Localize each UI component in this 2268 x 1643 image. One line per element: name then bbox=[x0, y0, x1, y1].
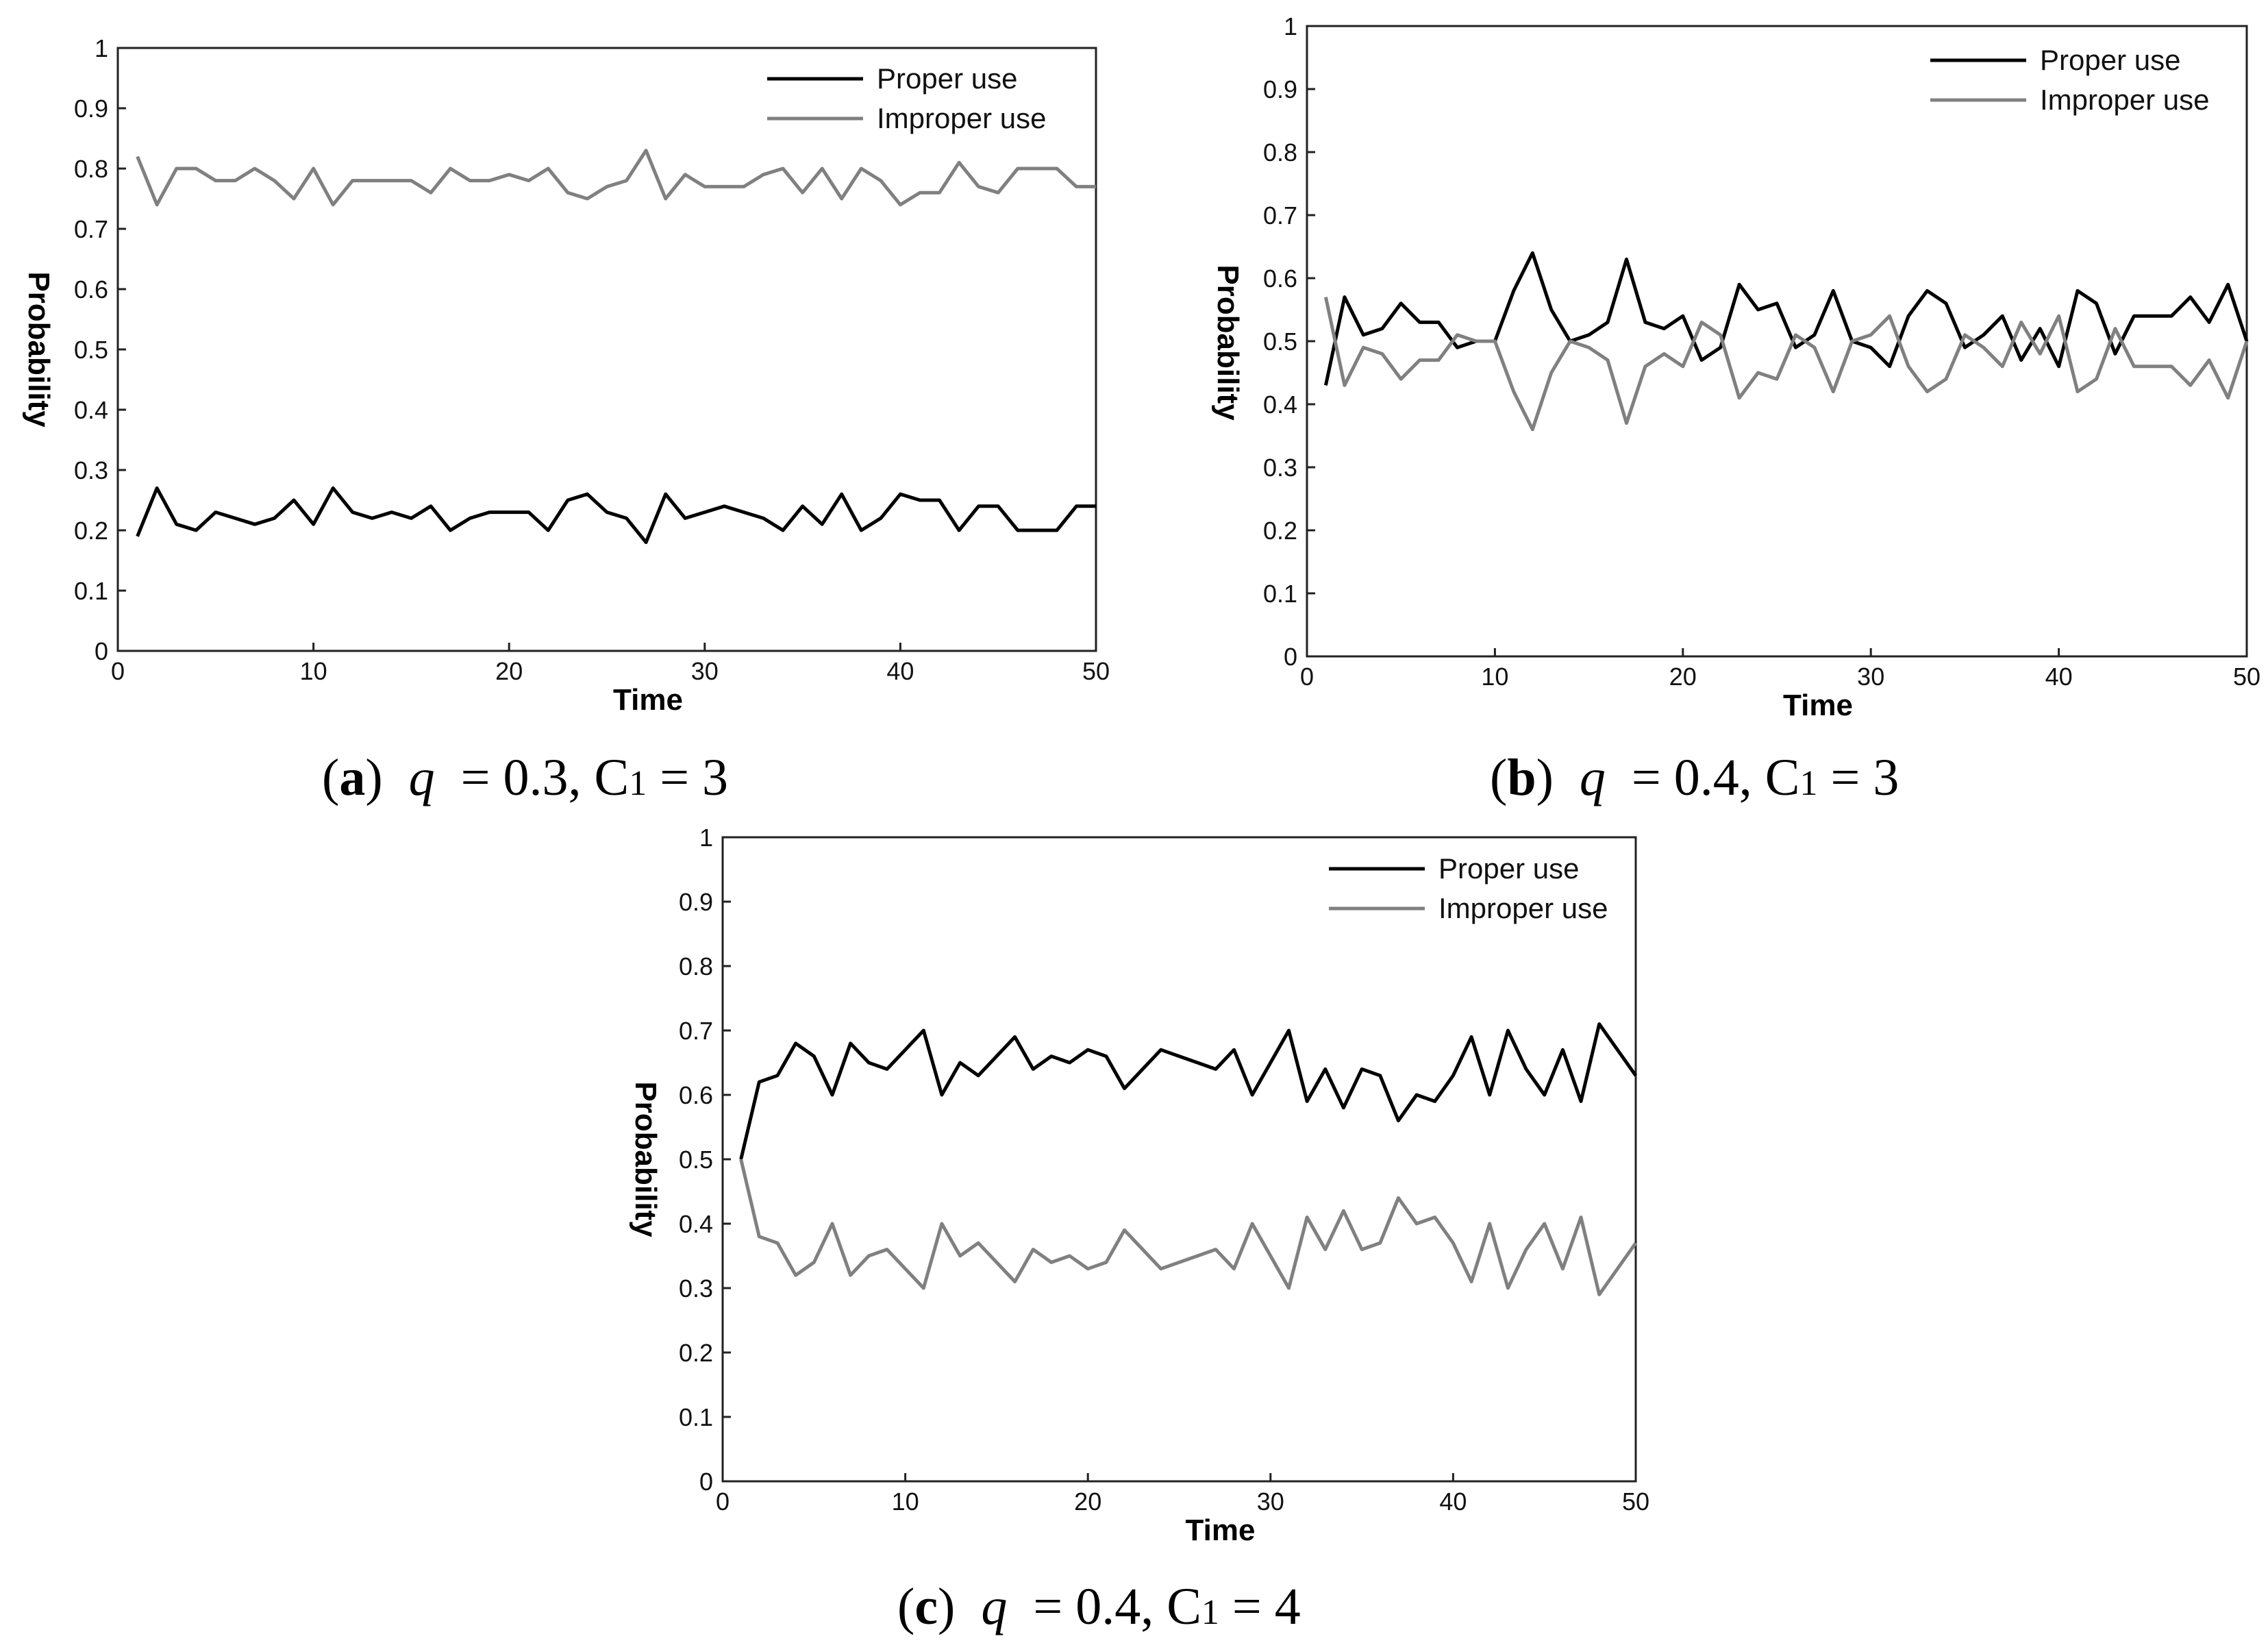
y-tick-label: 0.8 bbox=[679, 952, 713, 980]
x-tick-label: 50 bbox=[1622, 1487, 1649, 1516]
y-tick-label: 0.1 bbox=[679, 1403, 713, 1431]
legend-label: Proper use bbox=[877, 62, 1017, 95]
x-tick-label: 0 bbox=[111, 657, 125, 685]
plot-frame bbox=[1306, 25, 2248, 658]
y-tick-label: 0.9 bbox=[679, 888, 713, 916]
y-axis-title: Probability bbox=[1211, 264, 1245, 421]
y-tick-label: 0 bbox=[699, 1468, 713, 1496]
panel-caption: (a) q = 0.3, C1 = 3 bbox=[322, 749, 728, 806]
x-tick-label: 20 bbox=[1074, 1487, 1101, 1516]
y-tick-label: 0.1 bbox=[1263, 580, 1297, 608]
x-axis-title: Time bbox=[1783, 689, 1853, 722]
panel-caption: (b) q = 0.4, C1 = 3 bbox=[1490, 749, 1899, 806]
x-tick-label: 40 bbox=[1439, 1487, 1467, 1516]
x-tick-label: 50 bbox=[1082, 657, 1110, 685]
y-tick-label: 0.4 bbox=[74, 396, 108, 424]
x-tick-label: 10 bbox=[892, 1487, 919, 1516]
y-tick-label: 0.9 bbox=[1263, 75, 1297, 103]
series-line-proper-use bbox=[739, 1022, 1638, 1160]
x-tick-label: 0 bbox=[716, 1487, 730, 1516]
series-line-improper-use bbox=[739, 1159, 1638, 1296]
x-tick-label: 50 bbox=[2233, 663, 2260, 691]
y-tick-label: 1 bbox=[699, 824, 713, 852]
y-tick-label: 0.9 bbox=[74, 95, 108, 123]
y-tick-label: 0.4 bbox=[679, 1210, 713, 1238]
series-line-proper-use bbox=[1323, 251, 2249, 386]
x-axis-title: Time bbox=[613, 683, 683, 717]
plot-frame bbox=[116, 47, 1097, 652]
panel-caption: (c) q = 0.4, C1 = 4 bbox=[897, 1578, 1301, 1635]
legend-label: Improper use bbox=[2040, 84, 2209, 116]
y-tick-label: 0.8 bbox=[1263, 138, 1297, 166]
chart-panel-a: 00.10.20.30.40.50.60.70.80.910 10 20 30 40 50… bbox=[22, 34, 1110, 806]
y-tick-label: 0.5 bbox=[679, 1146, 713, 1174]
series-line-improper-use bbox=[136, 149, 1096, 207]
x-tick-label: 20 bbox=[495, 657, 523, 685]
legend-label: Proper use bbox=[1438, 852, 1579, 885]
y-tick-label: 1 bbox=[95, 34, 108, 62]
y-tick-label: 0 bbox=[95, 637, 108, 665]
y-tick-label: 0.8 bbox=[74, 155, 108, 183]
y-tick-label: 0.5 bbox=[74, 336, 108, 364]
y-tick-label: 1 bbox=[1284, 12, 1297, 40]
y-tick-label: 0.3 bbox=[1263, 454, 1297, 482]
x-tick-label: 30 bbox=[1857, 663, 1884, 691]
y-tick-label: 0.6 bbox=[679, 1081, 713, 1109]
x-tick-label: 40 bbox=[886, 657, 914, 685]
x-tick-label: 40 bbox=[2045, 663, 2073, 691]
y-tick-label: 0.7 bbox=[1263, 201, 1297, 230]
y-tick-label: 0.2 bbox=[1263, 517, 1297, 545]
y-tick-label: 0 bbox=[1284, 643, 1297, 671]
series-line-improper-use bbox=[1323, 297, 2249, 432]
chart-panel-b: 00.10.20.30.40.50.60.70.80.910 10 20 30 40 50… bbox=[1211, 12, 2260, 806]
x-tick-label: 30 bbox=[1257, 1487, 1284, 1516]
y-tick-label: 0.7 bbox=[74, 215, 108, 243]
y-tick-label: 0.3 bbox=[679, 1274, 713, 1302]
x-axis-title: Time bbox=[1186, 1514, 1256, 1547]
y-tick-label: 0.7 bbox=[679, 1017, 713, 1045]
y-tick-label: 0.3 bbox=[74, 456, 108, 484]
x-tick-label: 10 bbox=[1481, 663, 1508, 691]
y-tick-label: 0.6 bbox=[74, 275, 108, 304]
y-tick-label: 0.1 bbox=[74, 577, 108, 605]
plot-frame bbox=[721, 836, 1637, 1483]
x-tick-label: 10 bbox=[300, 657, 327, 685]
chart-panel-c: 00.10.20.30.40.50.60.70.80.910 10 20 30 40 50… bbox=[629, 824, 1649, 1635]
legend-label: Improper use bbox=[1438, 892, 1608, 924]
y-axis-title: Probability bbox=[629, 1081, 662, 1237]
y-tick-label: 0.6 bbox=[1263, 264, 1297, 293]
y-axis-title: Probability bbox=[22, 271, 55, 428]
x-tick-label: 30 bbox=[691, 657, 719, 685]
y-tick-label: 0.4 bbox=[1263, 391, 1297, 419]
y-tick-label: 0.5 bbox=[1263, 328, 1297, 356]
legend-label: Proper use bbox=[2040, 44, 2180, 76]
legend-label: Improper use bbox=[877, 102, 1046, 134]
series-line-proper-use bbox=[136, 486, 1096, 545]
x-tick-label: 0 bbox=[1300, 663, 1314, 691]
y-tick-label: 0.2 bbox=[74, 517, 108, 545]
y-tick-label: 0.2 bbox=[679, 1339, 713, 1367]
x-tick-label: 20 bbox=[1669, 663, 1697, 691]
